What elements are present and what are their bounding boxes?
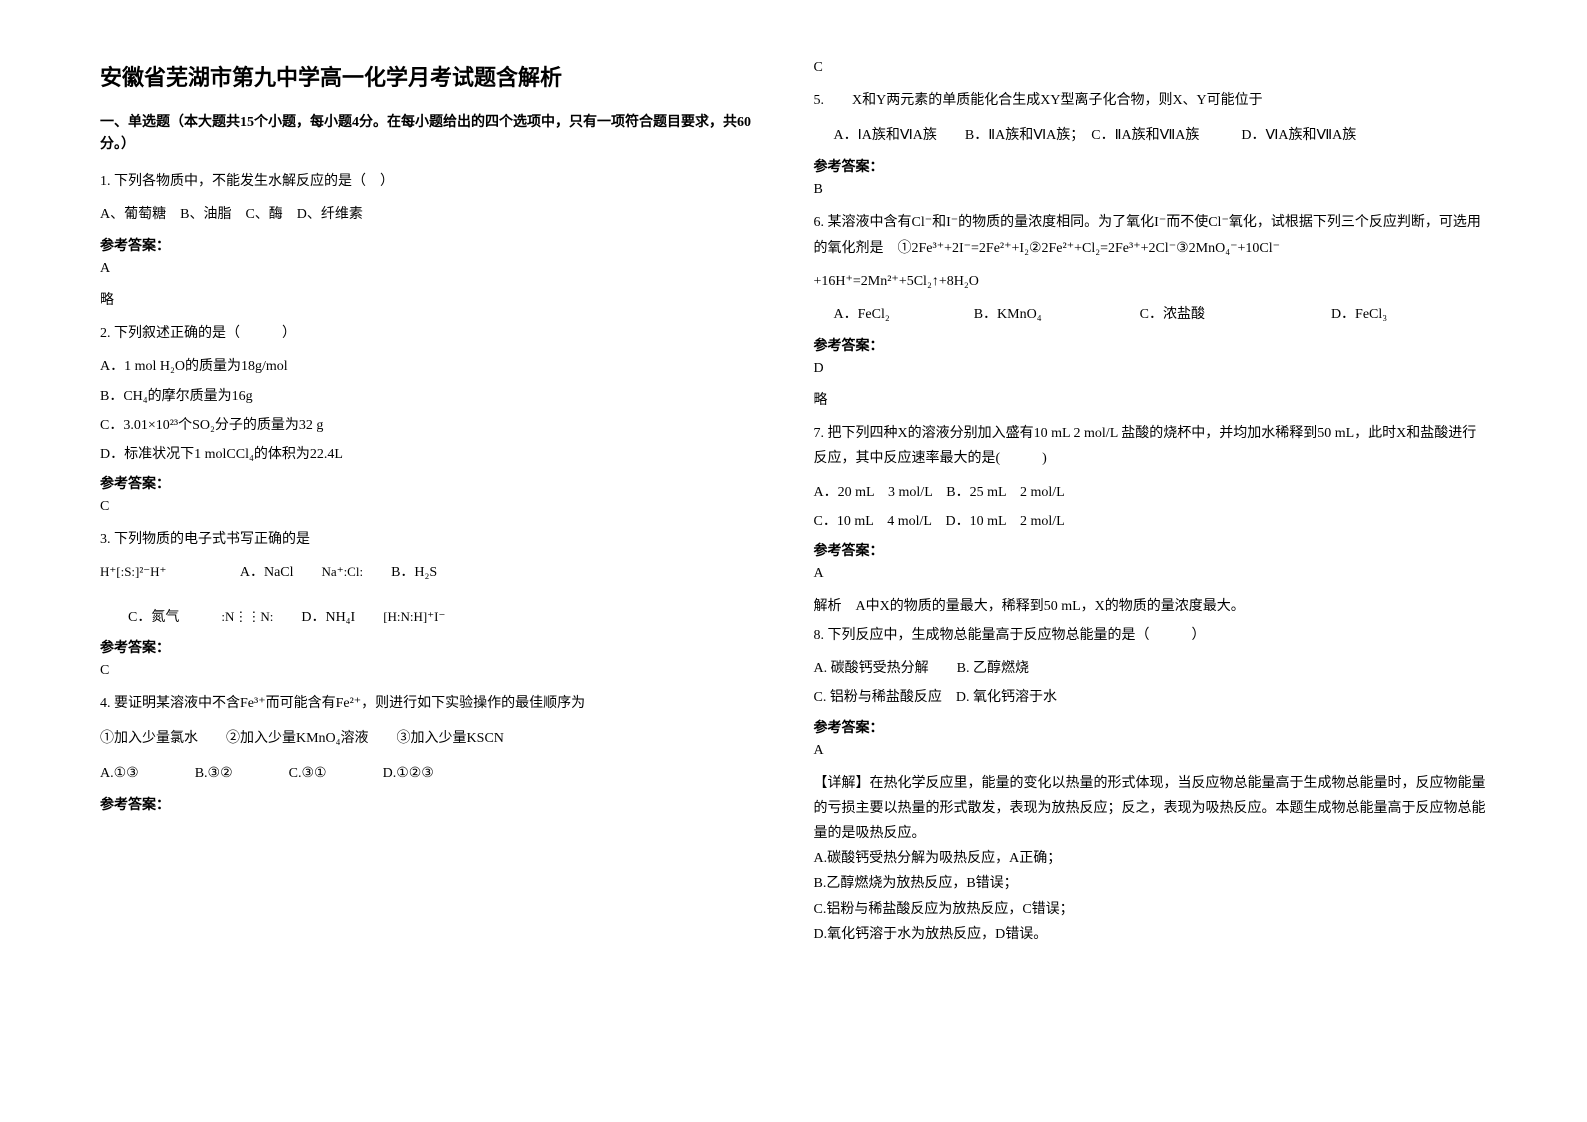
q7-optB: C．10 mL 4 mol/L D．10 mL 2 mol/L bbox=[814, 509, 1488, 534]
question-4: 4. 要证明某溶液中不含Fe³⁺而可能含有Fe²⁺，则进行如下实验操作的最佳顺序… bbox=[100, 691, 774, 716]
q2-optB: B．CH₄的摩尔质量为16g bbox=[100, 384, 774, 409]
q4-answer-label: 参考答案： bbox=[100, 794, 774, 814]
q2-answer-label: 参考答案： bbox=[100, 473, 774, 493]
q3-formula2: Na⁺:Cl: bbox=[322, 564, 364, 579]
q3-answer: C bbox=[100, 663, 774, 679]
q7-explanation: 解析 A中X的物质的量最大，稀释到50 mL，X的物质的量浓度最大。 bbox=[814, 594, 1488, 619]
q3-formula1: H⁺[:S:]²⁻H⁺ bbox=[100, 564, 166, 579]
question-6-2: +16H⁺=2Mn²⁺+5Cl₂↑+8H₂O bbox=[814, 269, 1488, 294]
q1-answer: A bbox=[100, 261, 774, 277]
q3-optA: A．NaCl bbox=[240, 565, 294, 580]
q3-line1: H⁺[:S:]²⁻H⁺ A．NaCl Na⁺:Cl: B．H₂S bbox=[100, 560, 774, 585]
q4-choices: A.①③ B.③② C.③① D.①②③ bbox=[100, 761, 774, 786]
q2-optD: D．标准状况下1 molCCl₄的体积为22.4L bbox=[100, 442, 774, 467]
q3-optC: C．氮气 bbox=[128, 610, 179, 625]
q8-expD: D.氧化钙溶于水为放热反应，D错误。 bbox=[814, 922, 1488, 947]
q5-answer-label: 参考答案： bbox=[814, 156, 1488, 176]
q7-answer-label: 参考答案： bbox=[814, 540, 1488, 560]
q2-answer: C bbox=[100, 499, 774, 515]
q2-optC: C．3.01×10²³个SO₂分子的质量为32 g bbox=[100, 413, 774, 438]
question-2: 2. 下列叙述正确的是（ ） bbox=[100, 321, 774, 346]
q4-options: ①加入少量氯水 ②加入少量KMnO₄溶液 ③加入少量KSCN bbox=[100, 726, 774, 751]
q6-options: A．FeCl₂ B．KMnO₄ C．浓盐酸 D．FeCl₃ bbox=[814, 302, 1488, 327]
q8-expA: A.碳酸钙受热分解为吸热反应，A正确； bbox=[814, 846, 1488, 871]
q8-answer: A bbox=[814, 743, 1488, 759]
q3-optD: D．NH₄I bbox=[301, 610, 355, 625]
q8-explanation1: 【详解】在热化学反应里，能量的变化以热量的形式体现，当反应物总能量高于生成物总能… bbox=[814, 771, 1488, 847]
q3-answer-label: 参考答案： bbox=[100, 637, 774, 657]
q8-expB: B.乙醇燃烧为放热反应，B错误； bbox=[814, 871, 1488, 896]
q8-expC: C.铝粉与稀盐酸反应为放热反应，C错误； bbox=[814, 897, 1488, 922]
q2-optA: A．1 mol H₂O的质量为18g/mol bbox=[100, 354, 774, 379]
q8-optB: C. 铝粉与稀盐酸反应 D. 氧化钙溶于水 bbox=[814, 685, 1488, 710]
page-title: 安徽省芜湖市第九中学高一化学月考试题含解析 bbox=[100, 60, 774, 92]
question-7: 7. 把下列四种X的溶液分别加入盛有10 mL 2 mol/L 盐酸的烧杯中，并… bbox=[814, 421, 1488, 471]
q3-formula4: [H:N:H]⁺I⁻ bbox=[383, 609, 445, 624]
question-5: 5. X和Y两元素的单质能化合生成XY型离子化合物，则X、Y可能位于 bbox=[814, 88, 1488, 113]
q6-answer-label: 参考答案： bbox=[814, 335, 1488, 355]
q3-formula3: :N⋮⋮N: bbox=[221, 609, 273, 624]
q4-answer: C bbox=[814, 60, 1488, 76]
question-8: 8. 下列反应中，生成物总能量高于反应物总能量的是（ ） bbox=[814, 623, 1488, 648]
q1-options: A、葡萄糖 B、油脂 C、酶 D、纤维素 bbox=[100, 202, 774, 227]
q7-answer: A bbox=[814, 566, 1488, 582]
q6-answer: D bbox=[814, 361, 1488, 377]
q1-note: 略 bbox=[100, 289, 774, 309]
q8-optA: A. 碳酸钙受热分解 B. 乙醇燃烧 bbox=[814, 656, 1488, 681]
question-1: 1. 下列各物质中，不能发生水解反应的是（ ） bbox=[100, 169, 774, 194]
question-6: 6. 某溶液中含有Cl⁻和I⁻的物质的量浓度相同。为了氧化I⁻而不使Cl⁻氧化，… bbox=[814, 210, 1488, 260]
q5-options: A．ⅠA族和ⅥA族 B．ⅡA族和ⅥA族； C．ⅡA族和ⅦA族 D．ⅥA族和ⅦA族 bbox=[814, 123, 1488, 148]
q5-answer: B bbox=[814, 182, 1488, 198]
q3-line2: C．氮气 :N⋮⋮N: D．NH₄I [H:N:H]⁺I⁻ bbox=[100, 605, 774, 630]
q7-optA: A．20 mL 3 mol/L B．25 mL 2 mol/L bbox=[814, 480, 1488, 505]
section-header: 一、单选题（本大题共15个小题，每小题4分。在每小题给出的四个选项中，只有一项符… bbox=[100, 112, 774, 157]
q3-optB: B．H₂S bbox=[391, 565, 437, 580]
q8-answer-label: 参考答案： bbox=[814, 717, 1488, 737]
question-3: 3. 下列物质的电子式书写正确的是 bbox=[100, 527, 774, 552]
q6-note: 略 bbox=[814, 389, 1488, 409]
q1-answer-label: 参考答案： bbox=[100, 235, 774, 255]
